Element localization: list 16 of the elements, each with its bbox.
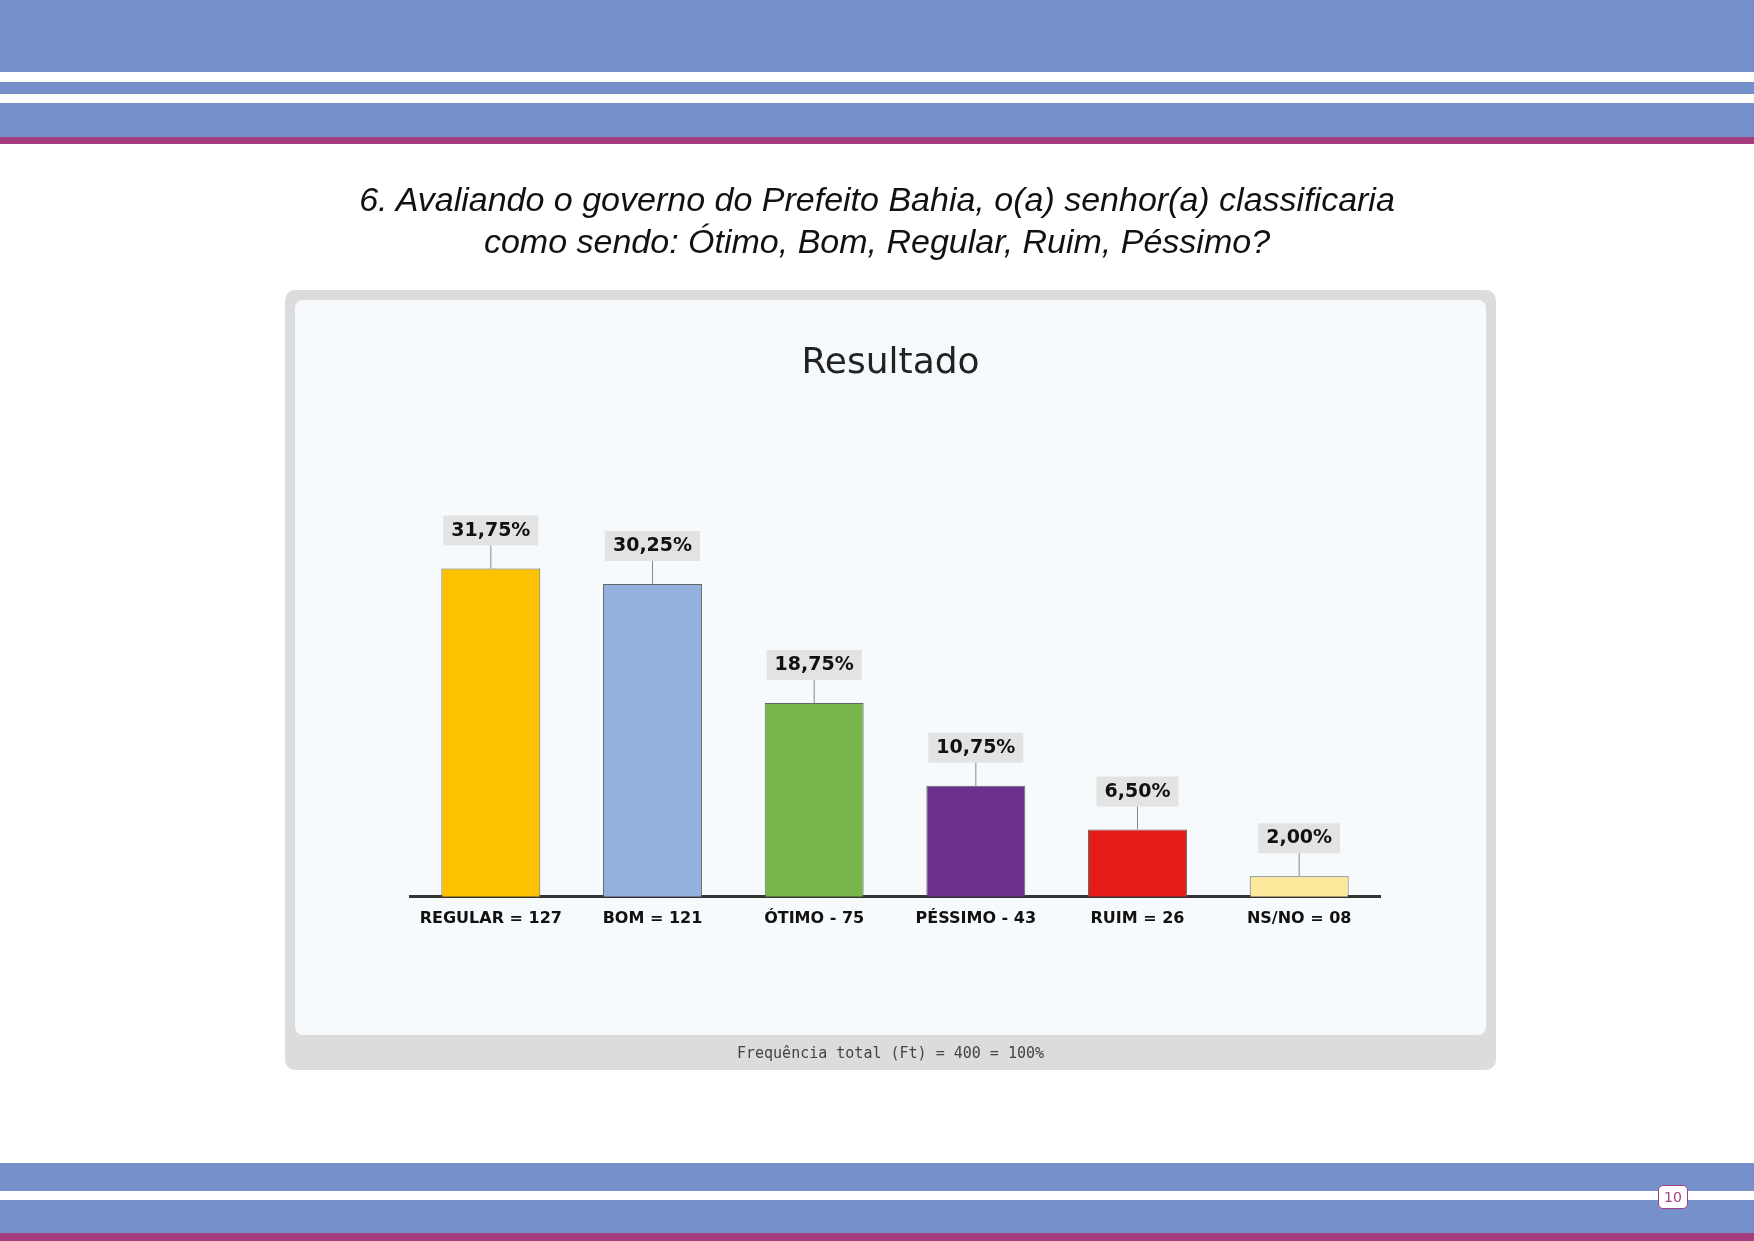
x-tick-label: NS/NO = 08 bbox=[1246, 907, 1352, 927]
x-tick-label: REGULAR = 127 bbox=[419, 907, 562, 927]
data-label: 2,00% bbox=[1266, 825, 1333, 848]
x-tick-label: PÉSSIMO - 43 bbox=[915, 907, 1037, 927]
text: 10 bbox=[1658, 1185, 1688, 1209]
x-tick-label: RUIM = 26 bbox=[1090, 907, 1185, 927]
chart-title: 6. Avaliando o governo do Prefeito Bahia, o(a) senhor(a) classificaria como sendo: Ótimo, Bom, Regular, Ruim, Péssimo? bbox=[358, 179, 1396, 262]
data-label: 18,75% bbox=[774, 651, 854, 674]
data-label: 6,50% bbox=[1104, 778, 1171, 801]
x-tick-label: BOM = 121 bbox=[602, 907, 703, 927]
data-label: 10,75% bbox=[936, 734, 1016, 757]
text: Frequência total (Ft) = 400 = 100% bbox=[735, 1044, 1045, 1062]
data-label: 30,25% bbox=[612, 533, 693, 556]
data-label: 31,75% bbox=[451, 517, 531, 540]
x-tick-label: ÓTIMO - 75 bbox=[764, 907, 865, 927]
chart-subtitle: Resultado bbox=[800, 340, 981, 381]
